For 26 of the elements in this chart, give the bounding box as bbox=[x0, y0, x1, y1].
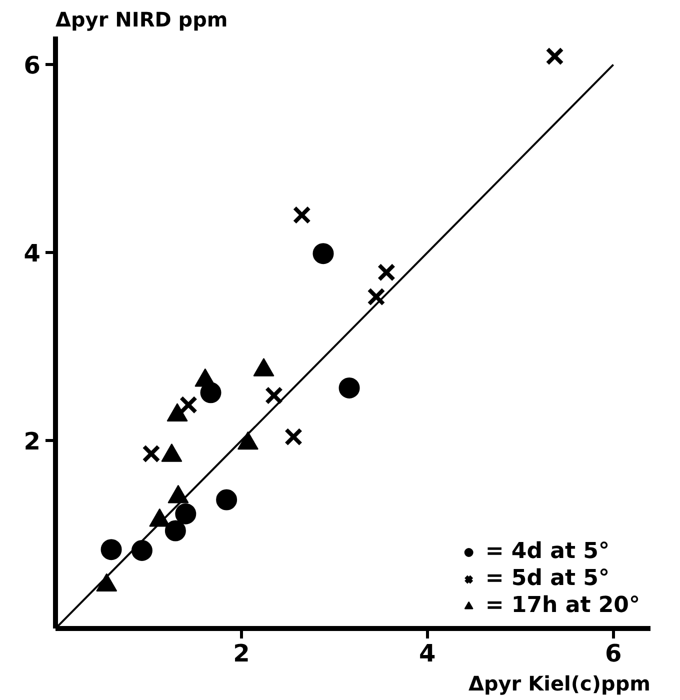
y-tick-label: 4 bbox=[24, 240, 41, 268]
point bbox=[264, 386, 284, 405]
y-tick-label: 2 bbox=[24, 428, 41, 456]
point bbox=[100, 539, 122, 560]
legend-label: = 5d at 5° bbox=[485, 566, 610, 591]
y-axis-title: Δpyr NIRD ppm bbox=[56, 8, 228, 32]
legend-label: = 17h at 20° bbox=[485, 593, 640, 618]
point bbox=[367, 288, 386, 306]
point bbox=[284, 428, 303, 446]
legend-label: = 4d at 5° bbox=[485, 539, 610, 564]
point bbox=[312, 243, 334, 264]
point bbox=[175, 503, 196, 524]
x-tick-label: 4 bbox=[419, 640, 436, 668]
point bbox=[179, 396, 198, 414]
point bbox=[338, 377, 360, 398]
x-tick-label: 2 bbox=[233, 640, 250, 668]
x-axis-title: Δpyr Kiel(c)ppm bbox=[468, 672, 651, 696]
point bbox=[292, 206, 311, 224]
point bbox=[546, 47, 564, 66]
point bbox=[164, 520, 186, 542]
point bbox=[216, 489, 238, 510]
x-tick-label: 6 bbox=[604, 640, 622, 668]
point bbox=[131, 540, 152, 561]
point bbox=[377, 263, 396, 282]
point bbox=[142, 444, 160, 463]
y-tick-label: 6 bbox=[24, 52, 41, 80]
